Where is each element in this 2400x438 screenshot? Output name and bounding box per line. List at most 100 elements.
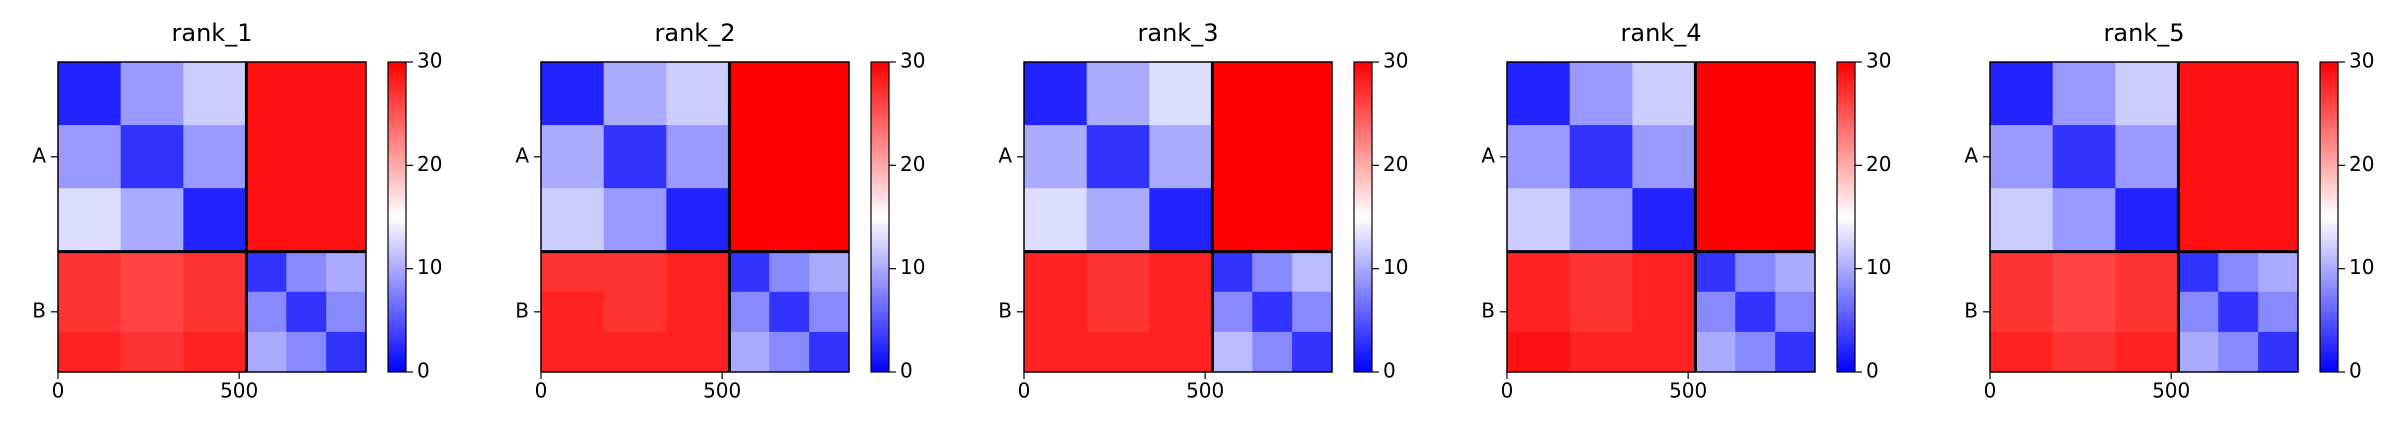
heatmap-cell	[1569, 291, 1633, 333]
heatmap-cell	[1212, 251, 1253, 293]
heatmap-cell	[2115, 62, 2179, 126]
heatmap-cell	[2052, 291, 2116, 333]
x-tick-label: 0	[535, 379, 548, 403]
heatmap-cell	[809, 62, 850, 126]
heatmap-cell	[183, 188, 247, 253]
colorbar-tick-label: 30	[2349, 49, 2374, 73]
heatmap-cell	[1252, 331, 1293, 373]
heatmap-cell	[1212, 331, 1253, 373]
heatmap-cell	[1569, 62, 1633, 126]
heatmap-cell	[58, 331, 122, 373]
heatmap-cell	[2218, 62, 2259, 126]
colorbar-tick-label: 0	[2349, 359, 2362, 383]
heatmap-cell	[2115, 251, 2179, 293]
heatmap-cell	[1149, 331, 1213, 373]
heatmap-cell	[286, 62, 327, 126]
heatmap-cell	[541, 291, 605, 333]
heatmap-cell	[2258, 291, 2299, 333]
heatmap-cell	[541, 62, 605, 126]
heatmap-cell	[183, 331, 247, 373]
heatmap-cell	[2218, 331, 2259, 373]
panel-title: rank_5	[2104, 19, 2185, 47]
panel: rank_5 0 500 A B 0 10 20 30	[1964, 19, 2374, 403]
heatmap-cell	[286, 251, 327, 293]
heatmap-cell	[2258, 125, 2299, 189]
heatmap-cell	[603, 291, 667, 333]
panel-title: rank_2	[655, 19, 736, 47]
heatmap-cell	[1990, 291, 2054, 333]
heatmap-cell	[769, 291, 810, 333]
heatmap-cell	[1292, 291, 1333, 333]
x-tick-label: 0	[52, 379, 65, 403]
heatmap-cell	[729, 331, 770, 373]
heatmap-cell	[1292, 188, 1333, 253]
heatmap-cell	[2178, 188, 2219, 253]
heatmap-cell	[666, 125, 730, 189]
heatmap-cell	[2258, 188, 2299, 253]
heatmap-cell	[1252, 125, 1293, 189]
heatmap-cell	[326, 125, 367, 189]
heatmap-cell	[769, 251, 810, 293]
heatmap-cell	[1775, 188, 1816, 253]
y-tick-label: B	[998, 298, 1012, 322]
x-tick-label: 500	[2152, 379, 2190, 403]
heatmap-cell	[769, 62, 810, 126]
heatmap-cell	[2052, 331, 2116, 373]
colorbar-tick-label: 20	[1866, 152, 1891, 176]
heatmap-cell	[1735, 62, 1776, 126]
heatmap-cell	[1695, 291, 1736, 333]
heatmap-cell	[603, 62, 667, 126]
heatmap-cell	[246, 62, 287, 126]
heatmap-cell	[541, 251, 605, 293]
y-tick-label: B	[1964, 298, 1978, 322]
heatmap-cell	[1695, 62, 1736, 126]
heatmap-cell	[1024, 188, 1088, 253]
heatmap-cell	[183, 251, 247, 293]
heatmap-cell	[2218, 125, 2259, 189]
heatmap-cell	[120, 188, 184, 253]
plot-frame	[540, 61, 850, 373]
heatmap-cell	[1252, 291, 1293, 333]
heatmap-cell	[1735, 188, 1776, 253]
heatmap-cell	[1086, 251, 1150, 293]
heatmap-cell	[1292, 62, 1333, 126]
heatmap-cell	[1735, 251, 1776, 293]
heatmap-cell	[1292, 251, 1333, 293]
heatmap-cell	[729, 291, 770, 333]
heatmap-cell	[1632, 251, 1696, 293]
heatmap-cell	[1990, 62, 2054, 126]
heatmap-cell	[326, 331, 367, 373]
heatmap-cell	[1695, 331, 1736, 373]
heatmap-cell	[1212, 188, 1253, 253]
heatmap-cell	[2115, 331, 2179, 373]
heatmap-cell	[809, 291, 850, 333]
heatmap-cell	[2178, 125, 2219, 189]
colorbar-tick-label: 0	[1383, 359, 1396, 383]
heatmap-cell	[2218, 251, 2259, 293]
heatmap-cell	[541, 188, 605, 253]
heatmap-cell	[1149, 125, 1213, 189]
heatmap-cell	[666, 62, 730, 126]
heatmap-cell	[1775, 251, 1816, 293]
colorbar-tick-label: 10	[2349, 255, 2374, 279]
heatmap-cell	[1507, 331, 1571, 373]
colorbar	[387, 61, 407, 373]
heatmap-cell	[1775, 331, 1816, 373]
heatmap-cell	[666, 291, 730, 333]
plot-frame	[1023, 61, 1333, 373]
heatmap-cell	[1990, 125, 2054, 189]
heatmap-cell	[769, 188, 810, 253]
heatmap-cell	[1695, 188, 1736, 253]
colorbar-tick-label: 30	[1383, 49, 1408, 73]
heatmap-cell	[809, 125, 850, 189]
heatmap-cell	[1695, 125, 1736, 189]
heatmap-cell	[183, 62, 247, 126]
heatmap-cell	[1569, 188, 1633, 253]
heatmap-cell	[326, 251, 367, 293]
heatmap-cell	[1775, 125, 1816, 189]
plot-frame	[1989, 61, 2299, 373]
heatmap-cell	[603, 331, 667, 373]
heatmap-cell	[809, 331, 850, 373]
x-tick-label: 500	[1186, 379, 1224, 403]
heatmap-cell	[2115, 188, 2179, 253]
